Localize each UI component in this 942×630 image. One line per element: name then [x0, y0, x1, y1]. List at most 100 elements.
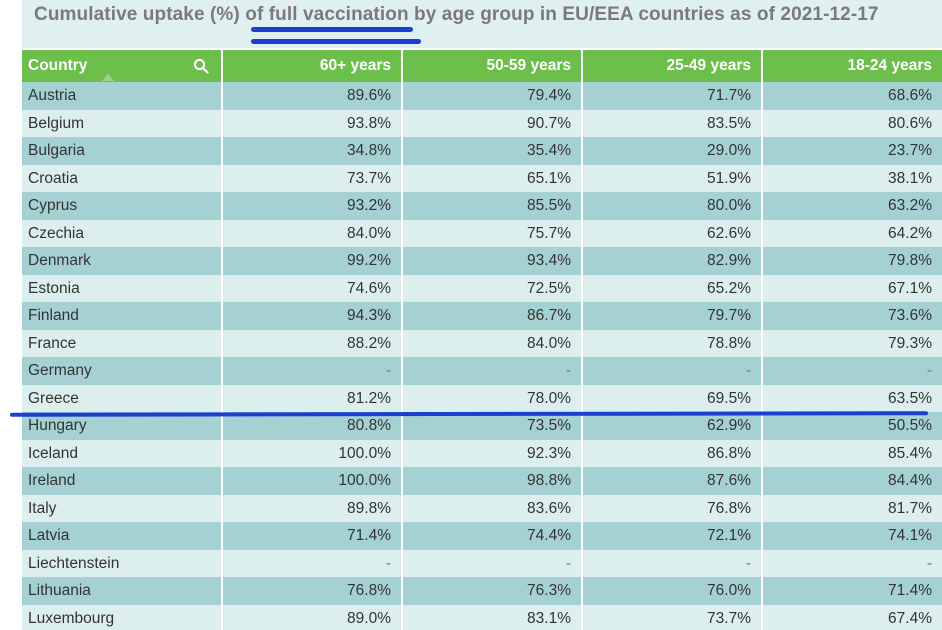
- column-header-50-59[interactable]: 50-59 years: [402, 50, 583, 82]
- table-row[interactable]: Italy 89.8% 83.6% 76.8% 81.7%: [22, 494, 942, 522]
- column-header-60-plus[interactable]: 60+ years: [222, 50, 403, 82]
- country-cell: Lithuania: [22, 577, 223, 605]
- value-cell: 73.5%: [402, 412, 583, 440]
- value-cell: -: [402, 357, 583, 385]
- country-cell: Iceland: [22, 439, 223, 467]
- country-cell: Germany: [22, 357, 223, 385]
- value-cell: 76.8%: [222, 577, 403, 605]
- value-cell: 100.0%: [222, 439, 403, 467]
- value-cell: 83.1%: [402, 604, 583, 630]
- table-row[interactable]: Czechia 84.0% 75.7% 62.6% 64.2%: [22, 219, 942, 247]
- value-cell: 94.3%: [222, 302, 403, 330]
- country-cell: Croatia: [22, 164, 223, 192]
- value-cell: 84.4%: [762, 467, 942, 495]
- country-cell: Italy: [22, 494, 223, 522]
- table-row[interactable]: Germany - - - -: [22, 357, 942, 385]
- value-cell: 51.9%: [582, 164, 763, 192]
- value-cell: 79.8%: [762, 247, 942, 275]
- value-cell: 68.6%: [762, 82, 942, 110]
- value-cell: 65.2%: [582, 274, 763, 302]
- value-cell: 92.3%: [402, 439, 583, 467]
- table-body: Austria 89.6% 79.4% 71.7% 68.6% Belgium 93.8% 9…: [22, 82, 942, 630]
- value-cell: 74.6%: [222, 274, 403, 302]
- value-cell: 85.5%: [402, 192, 583, 220]
- value-cell: 35.4%: [402, 137, 583, 165]
- value-cell: 71.7%: [582, 82, 763, 110]
- value-cell: 73.7%: [222, 164, 403, 192]
- table-row[interactable]: Luxembourg 89.0% 83.1% 73.7% 67.4%: [22, 604, 942, 630]
- value-cell: 80.0%: [582, 192, 763, 220]
- value-cell: 86.8%: [582, 439, 763, 467]
- value-cell: 83.6%: [402, 494, 583, 522]
- title-bar: Cumulative uptake (%) of full vaccinatio…: [22, 0, 942, 48]
- value-cell: 99.2%: [222, 247, 403, 275]
- value-cell: 83.5%: [582, 109, 763, 137]
- value-cell: 71.4%: [762, 577, 942, 605]
- column-header-18-24[interactable]: 18-24 years: [762, 50, 942, 82]
- country-cell: Greece: [22, 384, 223, 412]
- value-cell: 88.2%: [222, 329, 403, 357]
- value-cell: 65.1%: [402, 164, 583, 192]
- column-header-country[interactable]: Country: [22, 50, 223, 82]
- value-cell: 71.4%: [222, 522, 403, 550]
- value-cell: 89.8%: [222, 494, 403, 522]
- country-cell: Estonia: [22, 274, 223, 302]
- value-cell: 76.3%: [402, 577, 583, 605]
- table-container: Country 60+ years 50-59 years 25-49 year…: [22, 50, 942, 630]
- value-cell: -: [402, 549, 583, 577]
- value-cell: 90.7%: [402, 109, 583, 137]
- table-row[interactable]: Greece 81.2% 78.0% 69.5% 63.5%: [22, 384, 942, 412]
- value-cell: 50.5%: [762, 412, 942, 440]
- country-cell: Bulgaria: [22, 137, 223, 165]
- value-cell: 76.8%: [582, 494, 763, 522]
- table-row[interactable]: Belgium 93.8% 90.7% 83.5% 80.6%: [22, 109, 942, 137]
- value-cell: -: [762, 549, 942, 577]
- value-cell: 72.1%: [582, 522, 763, 550]
- table-row[interactable]: Denmark 99.2% 93.4% 82.9% 79.8%: [22, 247, 942, 275]
- value-cell: 78.0%: [402, 384, 583, 412]
- value-cell: 89.6%: [222, 82, 403, 110]
- value-cell: -: [762, 357, 942, 385]
- table-row[interactable]: France 88.2% 84.0% 78.8% 79.3%: [22, 329, 942, 357]
- table-row[interactable]: Estonia 74.6% 72.5% 65.2% 67.1%: [22, 274, 942, 302]
- value-cell: 62.9%: [582, 412, 763, 440]
- table-row[interactable]: Cyprus 93.2% 85.5% 80.0% 63.2%: [22, 192, 942, 220]
- value-cell: 75.7%: [402, 219, 583, 247]
- search-icon[interactable]: [193, 58, 209, 74]
- column-header-25-49[interactable]: 25-49 years: [582, 50, 763, 82]
- value-cell: 79.4%: [402, 82, 583, 110]
- vaccination-table: Country 60+ years 50-59 years 25-49 year…: [22, 50, 942, 630]
- value-cell: 80.6%: [762, 109, 942, 137]
- table-row[interactable]: Ireland 100.0% 98.8% 87.6% 84.4%: [22, 467, 942, 495]
- table-row[interactable]: Hungary 80.8% 73.5% 62.9% 50.5%: [22, 412, 942, 440]
- value-cell: -: [222, 357, 403, 385]
- value-cell: 73.6%: [762, 302, 942, 330]
- page-title: Cumulative uptake (%) of full vaccinatio…: [34, 4, 879, 25]
- table-row[interactable]: Finland 94.3% 86.7% 79.7% 73.6%: [22, 302, 942, 330]
- table-row[interactable]: Croatia 73.7% 65.1% 51.9% 38.1%: [22, 164, 942, 192]
- value-cell: 89.0%: [222, 604, 403, 630]
- value-cell: 87.6%: [582, 467, 763, 495]
- sort-ascending-icon[interactable]: [102, 74, 114, 81]
- value-cell: 85.4%: [762, 439, 942, 467]
- value-cell: 34.8%: [222, 137, 403, 165]
- table-row[interactable]: Liechtenstein - - - -: [22, 549, 942, 577]
- country-cell: Luxembourg: [22, 604, 223, 630]
- country-cell: Austria: [22, 82, 223, 110]
- value-cell: 67.4%: [762, 604, 942, 630]
- table-row[interactable]: Latvia 71.4% 74.4% 72.1% 74.1%: [22, 522, 942, 550]
- header-row: Country 60+ years 50-59 years 25-49 year…: [22, 50, 942, 82]
- value-cell: 93.2%: [222, 192, 403, 220]
- value-cell: 84.0%: [402, 329, 583, 357]
- value-cell: 63.5%: [762, 384, 942, 412]
- value-cell: 63.2%: [762, 192, 942, 220]
- table-row[interactable]: Lithuania 76.8% 76.3% 76.0% 71.4%: [22, 577, 942, 605]
- value-cell: -: [222, 549, 403, 577]
- table-row[interactable]: Iceland 100.0% 92.3% 86.8% 85.4%: [22, 439, 942, 467]
- country-cell: Liechtenstein: [22, 549, 223, 577]
- value-cell: 93.4%: [402, 247, 583, 275]
- country-cell: Belgium: [22, 109, 223, 137]
- table-row[interactable]: Bulgaria 34.8% 35.4% 29.0% 23.7%: [22, 137, 942, 165]
- country-cell: France: [22, 329, 223, 357]
- table-row[interactable]: Austria 89.6% 79.4% 71.7% 68.6%: [22, 82, 942, 110]
